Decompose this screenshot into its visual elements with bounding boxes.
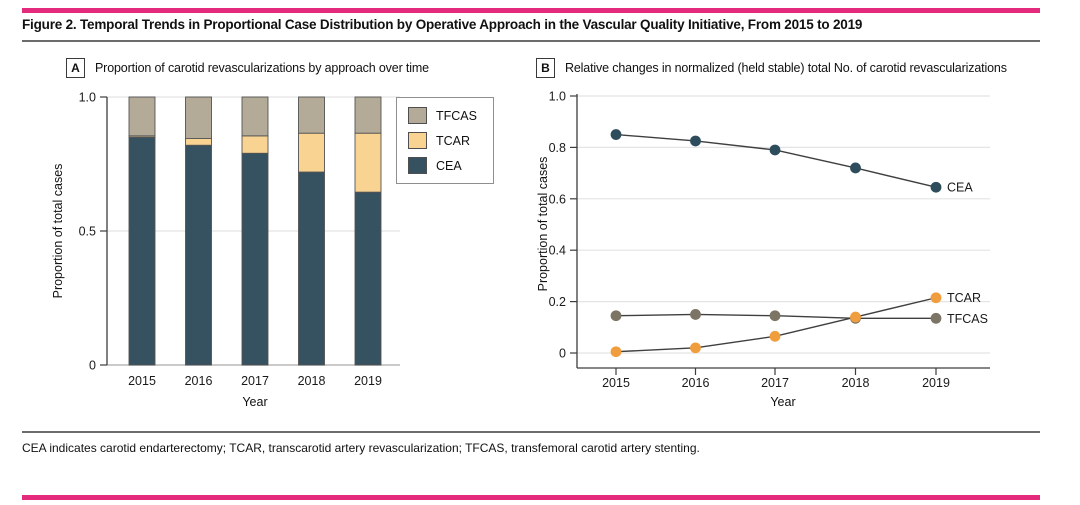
legend-item-cea: CEA xyxy=(408,157,477,174)
panel-b-caption-text: Relative changes in normalized (held sta… xyxy=(565,61,1007,75)
panel-a-caption: A Proportion of carotid revascularizatio… xyxy=(66,58,429,78)
data-point-marker-tfcas-2019 xyxy=(930,312,942,324)
bar-segment-tcar-2018 xyxy=(298,132,325,173)
series-end-label-cea: CEA xyxy=(947,181,973,195)
bar-segment-cea-2015 xyxy=(128,136,156,366)
y-tick-label: 0.8 xyxy=(549,141,566,155)
bar-segment-tfcas-2015 xyxy=(128,96,156,137)
chart-legend: TFCAS TCAR CEA xyxy=(396,97,494,184)
panel-b-caption: B Relative changes in normalized (held s… xyxy=(536,58,1007,78)
data-point-marker-cea-2018 xyxy=(850,162,861,174)
y-tick-label: 0.2 xyxy=(549,295,566,309)
series-line-tcar xyxy=(615,297,937,353)
data-point-marker-cea-2019 xyxy=(930,181,942,193)
panel-tag-b: B xyxy=(536,58,555,78)
figure-title: Figure 2. Temporal Trends in Proportiona… xyxy=(22,17,863,32)
y-axis-title: Proportion of total cases xyxy=(536,157,550,292)
y-tick-label: 1.0 xyxy=(549,90,566,104)
y-axis-title: Proportion of total cases xyxy=(51,164,65,299)
data-point-marker-tcar-2015 xyxy=(610,346,622,358)
y-tick-label: 0.6 xyxy=(549,192,566,206)
bar-segment-tcar-2017 xyxy=(241,135,269,154)
bar-segment-tfcas-2018 xyxy=(298,96,325,134)
title-divider xyxy=(22,40,1040,42)
figure-footnote: CEA indicates carotid endarterectomy; TC… xyxy=(22,441,700,455)
line-chart: 0 0.2 0.4 0.6 0.8 1.0 2015 2016 2017 2018 2019 CEA T… xyxy=(536,90,990,409)
legend-swatch-tfcas xyxy=(408,107,427,124)
y-tick-label: 0.5 xyxy=(79,225,96,239)
data-point-marker-tfcas-2015 xyxy=(610,310,622,322)
bar-segment-tcar-2019 xyxy=(354,132,382,193)
x-axis-title: Year xyxy=(770,395,795,409)
bar-segment-cea-2019 xyxy=(354,191,382,366)
legend-label: CEA xyxy=(436,158,462,173)
x-tick-label: 2016 xyxy=(185,374,213,388)
x-tick-label: 2017 xyxy=(761,376,789,390)
legend-swatch-tcar xyxy=(408,132,427,149)
x-tick-label: 2019 xyxy=(922,376,950,390)
bar-segment-cea-2018 xyxy=(298,171,325,366)
x-tick-label: 2015 xyxy=(602,376,630,390)
x-tick-label: 2019 xyxy=(354,374,382,388)
data-point-marker-cea-2015 xyxy=(610,129,622,140)
footnote-divider xyxy=(22,431,1040,433)
data-point-marker-tfcas-2017 xyxy=(769,310,781,322)
stacked-bar-chart: 2015 2016 2017 2018 2019 0 0.5 1.0 Year Proportio… xyxy=(51,91,400,409)
x-tick-label: 2016 xyxy=(682,376,710,390)
legend-swatch-cea xyxy=(408,157,427,174)
x-tick-label: 2018 xyxy=(298,374,326,388)
y-tick-label: 1.0 xyxy=(79,91,96,105)
bottom-accent-bar xyxy=(22,495,1040,500)
data-point-marker-cea-2016 xyxy=(690,135,701,147)
legend-item-tcar: TCAR xyxy=(408,132,477,149)
data-point-marker-tcar-2018 xyxy=(850,311,861,323)
bar-segment-cea-2017 xyxy=(241,152,269,366)
data-point-marker-tcar-2017 xyxy=(769,330,781,342)
panel-a-caption-text: Proportion of carotid revascularizations… xyxy=(95,61,429,75)
bar-segment-tfcas-2016 xyxy=(185,96,212,139)
y-tick-label: 0 xyxy=(559,347,566,361)
x-tick-label: 2018 xyxy=(842,376,870,390)
y-tick-label: 0 xyxy=(89,359,96,373)
bar-segment-tcar-2016 xyxy=(185,138,212,146)
x-tick-label: 2015 xyxy=(128,374,156,388)
series-line-cea xyxy=(615,133,937,188)
top-accent-bar xyxy=(22,8,1040,13)
panel-tag-a: A xyxy=(66,58,85,78)
data-point-marker-tfcas-2016 xyxy=(690,309,701,320)
legend-item-tfcas: TFCAS xyxy=(408,107,477,124)
legend-label: TFCAS xyxy=(436,108,477,123)
x-axis-title: Year xyxy=(242,395,267,409)
series-end-label-tcar: TCAR xyxy=(947,291,981,305)
legend-label: TCAR xyxy=(436,133,471,148)
data-point-marker-cea-2017 xyxy=(769,144,781,156)
bar-segment-tfcas-2017 xyxy=(241,96,269,137)
y-tick-label: 0.4 xyxy=(549,244,566,258)
data-point-marker-tcar-2019 xyxy=(930,292,942,304)
bar-segment-tfcas-2019 xyxy=(354,96,382,134)
x-tick-label: 2017 xyxy=(241,374,269,388)
series-end-label-tfcas: TFCAS xyxy=(947,312,988,326)
data-point-marker-tcar-2016 xyxy=(690,342,701,354)
bar-segment-cea-2016 xyxy=(185,144,212,366)
